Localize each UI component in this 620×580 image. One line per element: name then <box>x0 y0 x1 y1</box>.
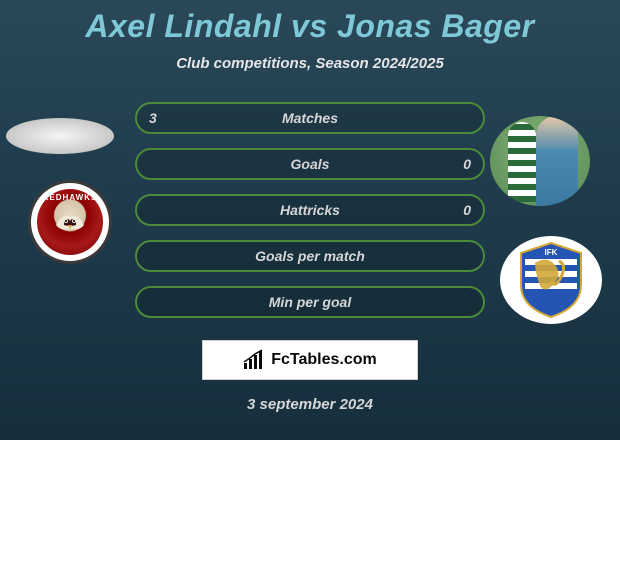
stat-row-hattricks: Hattricks 0 <box>135 194 485 226</box>
comparison-infographic: Axel Lindahl vs Jonas Bager Club competi… <box>0 0 620 440</box>
player-left-photo <box>6 118 114 154</box>
page-subtitle: Club competitions, Season 2024/2025 <box>0 55 620 72</box>
stat-label: Goals per match <box>255 248 365 264</box>
hawk-icon <box>50 207 90 237</box>
player-right-photo <box>490 116 590 206</box>
stat-row-min-per-goal: Min per goal <box>135 286 485 318</box>
club-badge-right: IFK <box>500 236 602 324</box>
stat-label: Hattricks <box>280 202 340 218</box>
club-badge-left-inner: REDHAWKS <box>37 189 103 255</box>
svg-text:IFK: IFK <box>545 248 558 257</box>
stat-left-value: 3 <box>149 110 157 126</box>
brand-box: FcTables.com <box>202 340 418 380</box>
brand-text: FcTables.com <box>271 351 377 369</box>
club-badge-left-label: REDHAWKS <box>43 193 98 202</box>
date-text: 3 september 2024 <box>0 396 620 413</box>
stat-right-value: 0 <box>463 202 471 218</box>
stat-label: Goals <box>291 156 330 172</box>
club-badge-left: REDHAWKS <box>28 180 112 264</box>
stat-row-goals: Goals 0 <box>135 148 485 180</box>
bar-chart-icon <box>243 349 265 371</box>
stat-label: Min per goal <box>269 294 351 310</box>
stat-label: Matches <box>282 110 338 126</box>
ifk-shield-icon: IFK <box>515 241 587 319</box>
stat-right-value: 0 <box>463 156 471 172</box>
stat-row-matches: 3 Matches <box>135 102 485 134</box>
stat-row-goals-per-match: Goals per match <box>135 240 485 272</box>
page-title: Axel Lindahl vs Jonas Bager <box>0 0 620 45</box>
